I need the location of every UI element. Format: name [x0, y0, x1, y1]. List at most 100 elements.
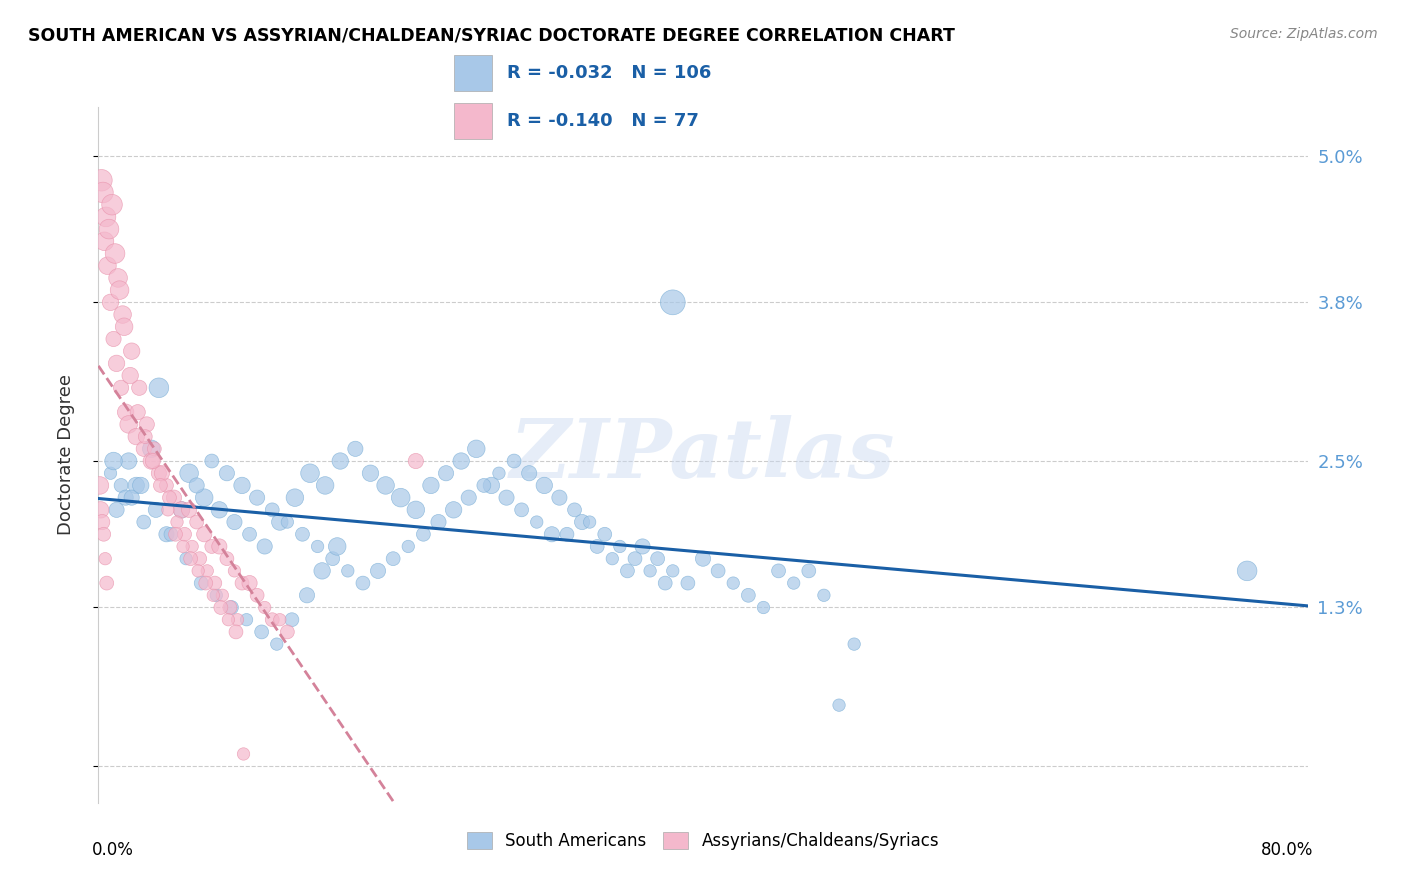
Point [412, 527, 434, 541]
Point [266, 637, 288, 651]
Point [90, 173, 112, 187]
Point [155, 527, 177, 541]
Point [141, 454, 163, 468]
Point [661, 564, 683, 578]
Point [93, 235, 115, 249]
Point [170, 503, 193, 517]
Point [217, 613, 239, 627]
Point [281, 613, 304, 627]
Point [360, 467, 382, 481]
Point [225, 624, 247, 639]
Point [141, 442, 163, 456]
Point [110, 478, 132, 492]
Point [93, 527, 115, 541]
Point [208, 540, 231, 554]
Point [813, 588, 835, 602]
Point [163, 491, 186, 505]
Point [180, 551, 202, 566]
Point [540, 527, 562, 541]
Point [174, 551, 197, 566]
Point [737, 588, 759, 602]
Point [148, 381, 170, 395]
Point [91, 515, 114, 529]
Point [148, 467, 170, 481]
Point [134, 429, 156, 443]
Text: 80.0%: 80.0% [1261, 841, 1313, 859]
Point [239, 527, 262, 541]
Point [132, 515, 155, 529]
Point [107, 271, 129, 285]
Point [159, 491, 181, 505]
Point [186, 478, 208, 492]
Point [128, 381, 150, 395]
Point [114, 405, 136, 419]
Point [768, 564, 790, 578]
Point [269, 613, 291, 627]
Text: SOUTH AMERICAN VS ASSYRIAN/CHALDEAN/SYRIAC DOCTORATE DEGREE CORRELATION CHART: SOUTH AMERICAN VS ASSYRIAN/CHALDEAN/SYRI… [28, 27, 955, 45]
Point [250, 624, 273, 639]
Text: Source: ZipAtlas.com: Source: ZipAtlas.com [1230, 27, 1378, 41]
Point [121, 344, 143, 359]
Point [208, 503, 231, 517]
Point [299, 467, 322, 481]
Point [481, 478, 503, 492]
Point [91, 186, 114, 200]
Point [291, 527, 314, 541]
Point [232, 747, 254, 761]
FancyBboxPatch shape [454, 55, 492, 91]
Point [202, 588, 225, 602]
Point [179, 467, 201, 481]
Point [118, 454, 141, 468]
Point [105, 503, 128, 517]
Point [396, 540, 419, 554]
Point [647, 551, 669, 566]
Point [450, 454, 472, 468]
Point [616, 564, 638, 578]
Point [94, 210, 117, 224]
Point [465, 442, 488, 456]
Point [517, 467, 540, 481]
Point [526, 515, 548, 529]
Point [129, 478, 152, 492]
Point [311, 564, 333, 578]
Point [110, 381, 132, 395]
Point [262, 613, 284, 627]
Point [844, 637, 866, 651]
Point [783, 576, 806, 591]
Point [103, 332, 125, 346]
Point [457, 491, 479, 505]
Point [723, 576, 745, 591]
Point [108, 283, 131, 297]
Point [105, 356, 128, 370]
Point [224, 515, 246, 529]
Point [204, 576, 226, 591]
Point [201, 540, 224, 554]
Point [344, 442, 367, 456]
Point [336, 564, 359, 578]
Point [201, 454, 224, 468]
Point [239, 576, 262, 591]
Point [661, 295, 683, 310]
Point [609, 540, 631, 554]
Point [100, 295, 122, 310]
Point [112, 319, 135, 334]
Point [322, 551, 344, 566]
Point [96, 576, 118, 591]
Text: ZIPatlas: ZIPatlas [510, 415, 896, 495]
Point [132, 442, 155, 456]
Point [510, 503, 533, 517]
Point [253, 540, 276, 554]
Point [329, 454, 352, 468]
Point [246, 491, 269, 505]
Point [262, 503, 284, 517]
Point [389, 491, 412, 505]
Point [571, 515, 593, 529]
Point [143, 442, 166, 456]
Point [231, 478, 253, 492]
Point [235, 613, 257, 627]
Point [166, 515, 188, 529]
Point [548, 491, 571, 505]
Y-axis label: Doctorate Degree: Doctorate Degree [56, 375, 75, 535]
Point [586, 540, 609, 554]
Point [150, 467, 173, 481]
